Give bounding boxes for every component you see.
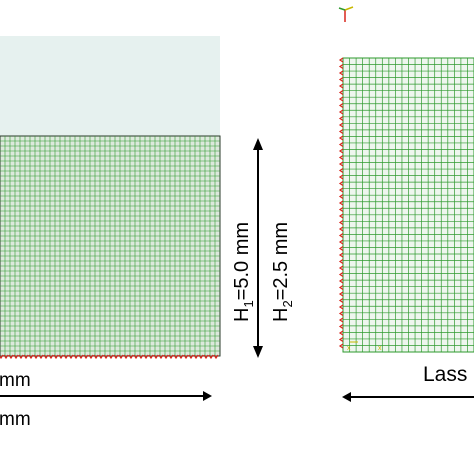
height-label-h1: H1=5.0 mm bbox=[231, 222, 256, 322]
width-label-top: mm bbox=[0, 370, 31, 391]
right-width-dimension bbox=[342, 392, 474, 402]
left-boundary-conditions bbox=[0, 354, 219, 360]
svg-text:H2=2.5 mm: H2=2.5 mm bbox=[270, 222, 295, 322]
left-upper-region bbox=[0, 36, 220, 136]
width-label-bottom: mm bbox=[0, 409, 31, 430]
right-bottom-label: Lass bbox=[423, 363, 467, 386]
height-label-h2: H2=2.5 mm bbox=[270, 222, 295, 322]
axis-triad-icon bbox=[338, 6, 354, 22]
right-mesh bbox=[342, 57, 474, 353]
left-mesh bbox=[0, 135, 221, 357]
left-width-dimension-1 bbox=[0, 391, 212, 401]
svg-text:x: x bbox=[347, 345, 351, 352]
right-corner-markers: x x bbox=[347, 341, 382, 352]
svg-text:x: x bbox=[378, 345, 382, 352]
svg-text:H1=5.0 mm: H1=5.0 mm bbox=[231, 222, 256, 322]
height-dimension-arrow bbox=[253, 138, 263, 358]
right-boundary-conditions bbox=[338, 57, 344, 349]
